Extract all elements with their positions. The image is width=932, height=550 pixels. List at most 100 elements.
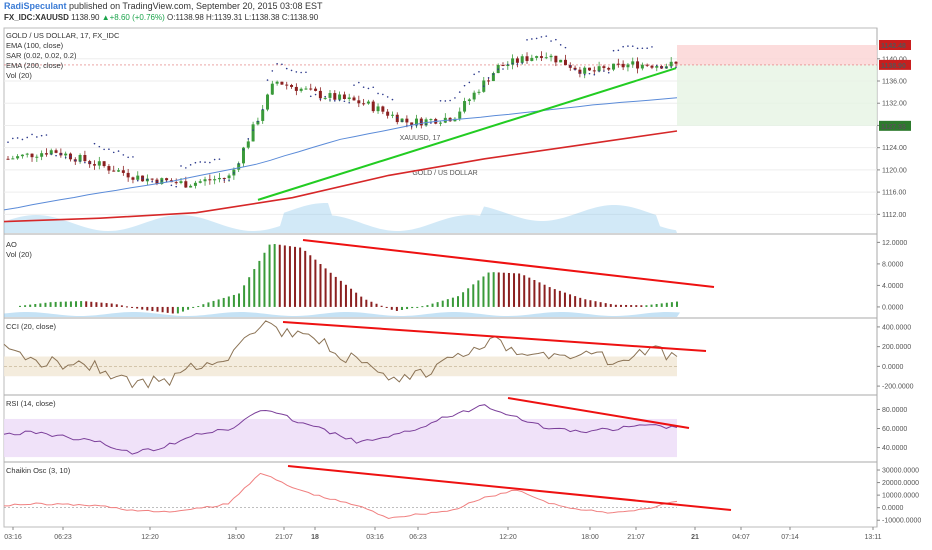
ao-bar <box>329 272 332 307</box>
candle <box>607 67 611 70</box>
sar-dot <box>430 122 432 124</box>
candle <box>371 101 375 112</box>
sar-dot <box>492 73 495 75</box>
ao-bar <box>278 244 281 307</box>
ao-bar <box>288 246 291 307</box>
sar-dot <box>377 92 379 95</box>
sar-dot <box>559 44 562 46</box>
candle <box>299 88 303 91</box>
candle <box>266 94 270 110</box>
candle <box>256 120 260 125</box>
y-tick-label: 0.0000 <box>882 364 904 371</box>
legend-ema200[interactable]: EMA (200, close) <box>6 61 64 70</box>
ao-bar <box>192 306 195 308</box>
ao-bar <box>171 306 174 314</box>
ao-bar <box>283 245 286 307</box>
sar-dot <box>420 120 423 123</box>
candle <box>20 154 24 157</box>
candle <box>93 164 97 166</box>
sar-dot <box>353 84 355 86</box>
legend-main-title[interactable]: GOLD / US DOLLAR, 17, FX_IDC <box>6 31 120 40</box>
ao-bar <box>497 272 500 307</box>
sar-dot <box>185 167 187 169</box>
legend-ao[interactable]: AO <box>6 240 17 249</box>
ao-bar <box>645 305 648 307</box>
sar-dot <box>511 62 514 65</box>
sar-dot <box>454 97 456 99</box>
candle <box>30 153 34 158</box>
ao-bar <box>467 288 470 307</box>
sar-dot <box>218 158 221 160</box>
sar-dot <box>636 47 639 50</box>
watermark-name: GOLD / US DOLLAR <box>412 170 477 177</box>
sar-dot <box>535 37 538 40</box>
legend-vol[interactable]: Vol (20) <box>6 71 32 80</box>
ao-bar <box>385 306 388 308</box>
candle <box>597 66 601 72</box>
sar-dot <box>21 138 24 141</box>
x-tick-label: 13:11 <box>865 534 882 541</box>
ao-bar <box>441 300 444 307</box>
candle <box>227 175 231 179</box>
candle <box>261 109 265 121</box>
sar-dot <box>290 69 293 72</box>
sar-dot <box>646 47 648 50</box>
candle <box>112 170 116 172</box>
legend-ema100[interactable]: EMA (100, close) <box>6 41 64 50</box>
candle <box>352 97 356 101</box>
author-name[interactable]: RadiSpeculant <box>4 1 67 11</box>
sar-dot <box>333 100 336 102</box>
ao-bar <box>304 250 307 307</box>
candle <box>587 67 591 71</box>
ao-bar <box>319 264 322 307</box>
legend-sar[interactable]: SAR (0.02, 0.02, 0.2) <box>6 51 77 60</box>
sar-dot <box>324 95 326 98</box>
sar-dot <box>622 45 624 48</box>
sar-dot <box>223 179 226 181</box>
candle <box>251 124 255 142</box>
sar-dot <box>237 162 240 165</box>
candle <box>366 101 370 104</box>
ao-bar <box>258 260 261 307</box>
candle <box>54 150 58 153</box>
candle <box>189 185 193 188</box>
candle <box>525 56 529 61</box>
candle <box>11 158 15 160</box>
ao-bar <box>24 305 27 307</box>
legend-chaikin[interactable]: Chaikin Osc (3, 10) <box>6 466 71 475</box>
ao-bar <box>655 304 658 307</box>
candle <box>314 88 318 91</box>
sar-dot <box>391 98 394 101</box>
ao-bar <box>457 296 459 307</box>
ao-bar <box>222 297 225 307</box>
sar-dot <box>242 149 245 151</box>
sar-dot <box>281 63 283 66</box>
ao-bar <box>431 303 434 307</box>
candle <box>491 73 495 82</box>
legend-cci[interactable]: CCI (20, close) <box>6 322 57 331</box>
ao-bar <box>309 255 312 307</box>
sar-dot <box>160 179 163 182</box>
sar-dot <box>189 164 192 166</box>
sar-dot <box>314 93 317 96</box>
symbol-quote: FX_IDC:XAUUSD 1138.90 ▲+8.60 (+0.76%) O:… <box>4 12 318 24</box>
legend-ao-vol[interactable]: Vol (20) <box>6 250 32 259</box>
ao-bar <box>324 268 327 307</box>
candle <box>616 63 620 65</box>
y-tick-label: 12.0000 <box>882 240 907 247</box>
ao-bar <box>54 301 57 307</box>
legend-rsi[interactable]: RSI (14, close) <box>6 399 56 408</box>
ao-bar <box>625 304 628 307</box>
sar-dot <box>631 45 634 47</box>
rsi-band <box>4 418 677 458</box>
chaikin-line <box>4 472 678 520</box>
x-tick-label: 12:20 <box>499 534 517 541</box>
candle <box>270 83 274 95</box>
ao-volume-area <box>4 312 680 317</box>
candle <box>636 61 640 69</box>
sar-dot <box>16 137 19 139</box>
candle <box>645 64 649 66</box>
ao-bar <box>212 300 215 307</box>
ao-bar <box>380 305 383 307</box>
